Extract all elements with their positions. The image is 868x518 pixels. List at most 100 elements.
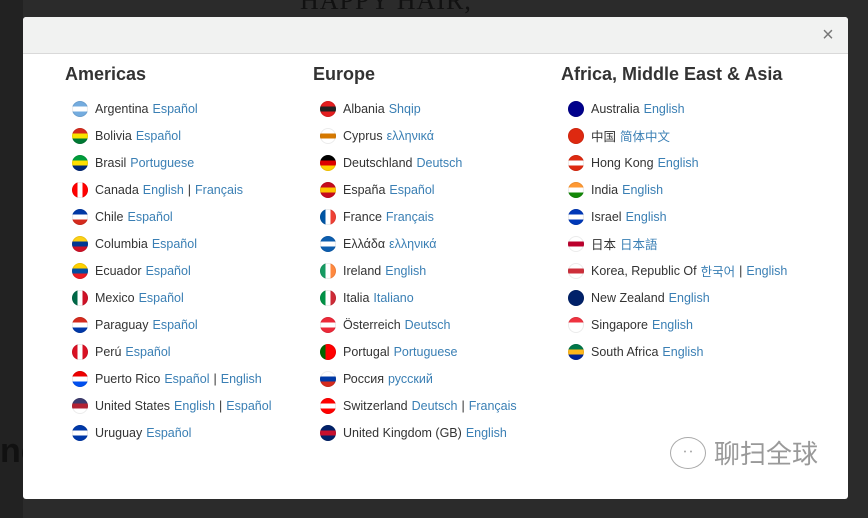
language-link[interactable]: English: [385, 263, 427, 278]
flag-icon: [320, 397, 336, 414]
language-link[interactable]: 한국어: [700, 265, 736, 279]
country-name: Россия: [343, 371, 384, 386]
language-link[interactable]: English: [174, 398, 216, 413]
language-link[interactable]: ελληνικά: [386, 128, 434, 143]
language-link[interactable]: Español: [226, 398, 272, 413]
language-link[interactable]: Français: [468, 398, 517, 413]
country-item: Ελλάδα ελληνικά: [313, 230, 558, 257]
flag-icon: [320, 100, 336, 117]
language-link[interactable]: Español: [152, 101, 198, 116]
flag-icon: [320, 424, 336, 441]
country-item: Uruguay Español: [65, 419, 310, 446]
language-link[interactable]: English: [142, 182, 184, 197]
country-name: Deutschland: [343, 155, 413, 170]
language-link[interactable]: English: [643, 101, 685, 116]
country-item: Ecuador Español: [65, 257, 310, 284]
flag-icon: [568, 208, 584, 225]
country-item: Puerto Rico Español | English: [65, 365, 310, 392]
country-name: Perú: [95, 344, 122, 359]
flag-icon: [568, 343, 584, 360]
language-link[interactable]: Deutsch: [404, 317, 451, 332]
flag-icon: [568, 127, 584, 144]
language-link[interactable]: Español: [151, 236, 197, 251]
flag-icon: [72, 154, 88, 171]
language-link[interactable]: Español: [127, 209, 173, 224]
language-link[interactable]: Español: [164, 371, 210, 386]
separator: |: [187, 182, 192, 197]
language-link[interactable]: English: [652, 317, 693, 332]
country-item: Israel English: [561, 203, 806, 230]
flag-icon: [568, 235, 584, 252]
language-link[interactable]: Español: [389, 182, 435, 197]
country-name: Bolivia: [95, 128, 132, 143]
language-link[interactable]: Shqip: [388, 101, 421, 116]
language-link[interactable]: Español: [145, 263, 191, 278]
wechat-icon: ･･: [669, 436, 706, 469]
flag-icon: [320, 316, 336, 333]
region-heading: Europe: [313, 64, 376, 84]
country-item: Bolivia Español: [65, 122, 310, 149]
country-name: Ελλάδα: [343, 236, 386, 251]
language-link[interactable]: русский: [388, 371, 433, 386]
language-link[interactable]: English: [657, 155, 699, 170]
country-item: New Zealand English: [561, 284, 806, 311]
country-name: New Zealand: [591, 290, 665, 305]
language-link[interactable]: ελληνικά: [389, 236, 437, 251]
language-link[interactable]: 日本語: [620, 238, 658, 252]
country-item: Singapore English: [561, 311, 806, 338]
country-name: Israel: [591, 209, 622, 224]
country-name: Ireland: [343, 263, 382, 278]
country-name: Österreich: [343, 317, 401, 332]
background-page: [0, 0, 23, 518]
country-item: Paraguay Español: [65, 311, 310, 338]
region-column: Americas Argentina Español Bolivia Español Br…: [65, 63, 310, 446]
language-link[interactable]: Español: [138, 290, 184, 305]
country-item: France Français: [313, 203, 558, 230]
flag-icon: [72, 100, 88, 117]
close-icon[interactable]: ×: [822, 24, 834, 46]
country-item: India English: [561, 176, 806, 203]
language-link[interactable]: Français: [195, 182, 243, 197]
country-item: United States English | Español: [65, 392, 310, 419]
country-name: España: [343, 182, 386, 197]
watermark: ･･ 聊扫全球: [669, 434, 818, 471]
separator: |: [461, 398, 465, 413]
flag-icon: [568, 154, 584, 171]
flag-icon: [320, 208, 336, 225]
language-link[interactable]: Español: [146, 425, 192, 440]
separator: |: [739, 263, 743, 278]
country-name: Cyprus: [343, 128, 383, 143]
flag-icon: [72, 370, 88, 387]
language-link[interactable]: Español: [135, 128, 182, 143]
country-name: Australia: [591, 101, 640, 116]
flag-icon: [72, 424, 88, 441]
language-link[interactable]: Español: [152, 317, 198, 332]
flag-icon: [72, 289, 88, 306]
language-link[interactable]: Español: [125, 344, 171, 359]
flag-icon: [72, 127, 88, 144]
language-link[interactable]: Deutsch: [416, 155, 463, 170]
language-link[interactable]: 简体中文: [620, 130, 671, 144]
country-name: Mexico: [95, 290, 135, 305]
language-link[interactable]: English: [625, 209, 667, 224]
language-link[interactable]: English: [668, 290, 710, 305]
country-item: Argentina Español: [65, 95, 310, 122]
language-link[interactable]: English: [465, 425, 507, 440]
language-link[interactable]: Français: [385, 209, 434, 224]
flag-icon: [568, 262, 584, 279]
country-item: Österreich Deutsch: [313, 311, 558, 338]
country-name: United States: [95, 398, 171, 413]
separator: |: [219, 398, 223, 413]
language-link[interactable]: Portuguese: [130, 155, 195, 170]
language-link[interactable]: Italiano: [373, 290, 414, 305]
language-link[interactable]: English: [746, 263, 788, 278]
language-link[interactable]: English: [662, 344, 704, 359]
country-item: Ireland English: [313, 257, 558, 284]
country-item: Mexico Español: [65, 284, 310, 311]
flag-icon: [72, 397, 88, 414]
country-name: India: [591, 182, 619, 197]
language-link[interactable]: English: [622, 182, 664, 197]
language-link[interactable]: Portuguese: [393, 344, 458, 359]
language-link[interactable]: Deutsch: [411, 398, 458, 413]
language-link[interactable]: English: [220, 371, 262, 386]
